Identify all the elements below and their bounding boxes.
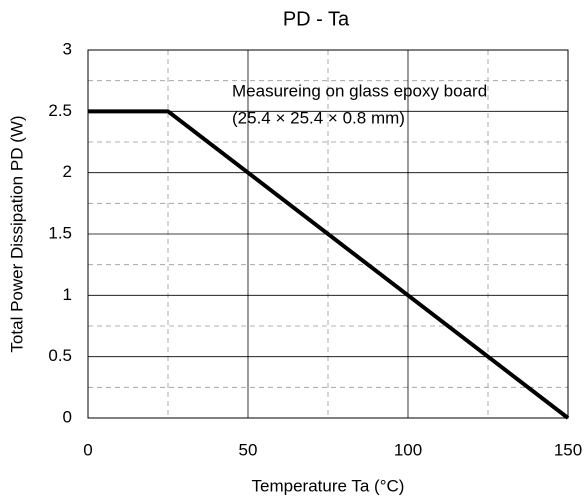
y-tick-label: 0 — [63, 407, 72, 426]
y-tick-label: 1 — [63, 285, 72, 304]
y-axis-label: Total Power Dissipation PD (W) — [7, 115, 26, 352]
y-tick-label: 0.5 — [48, 346, 72, 365]
plot-frame — [87, 49, 569, 419]
y-tick-label: 2 — [63, 162, 72, 181]
x-tick-label: 100 — [394, 440, 422, 459]
x-tick-label: 150 — [554, 440, 582, 459]
x-tick-label: 0 — [83, 440, 92, 459]
data-line — [88, 109, 570, 420]
y-tick-label: 3 — [63, 39, 72, 58]
x-axis-label: Temperature Ta (°C) — [252, 476, 405, 495]
y-tick-label: 2.5 — [48, 101, 72, 120]
annotation: Measureing on glass epoxy board — [232, 81, 487, 100]
y-tick-label: 1.5 — [48, 223, 72, 242]
chart-title: PD - Ta — [283, 8, 350, 30]
x-tick-label: 50 — [239, 440, 258, 459]
annotation: (25.4 × 25.4 × 0.8 mm) — [232, 108, 405, 127]
